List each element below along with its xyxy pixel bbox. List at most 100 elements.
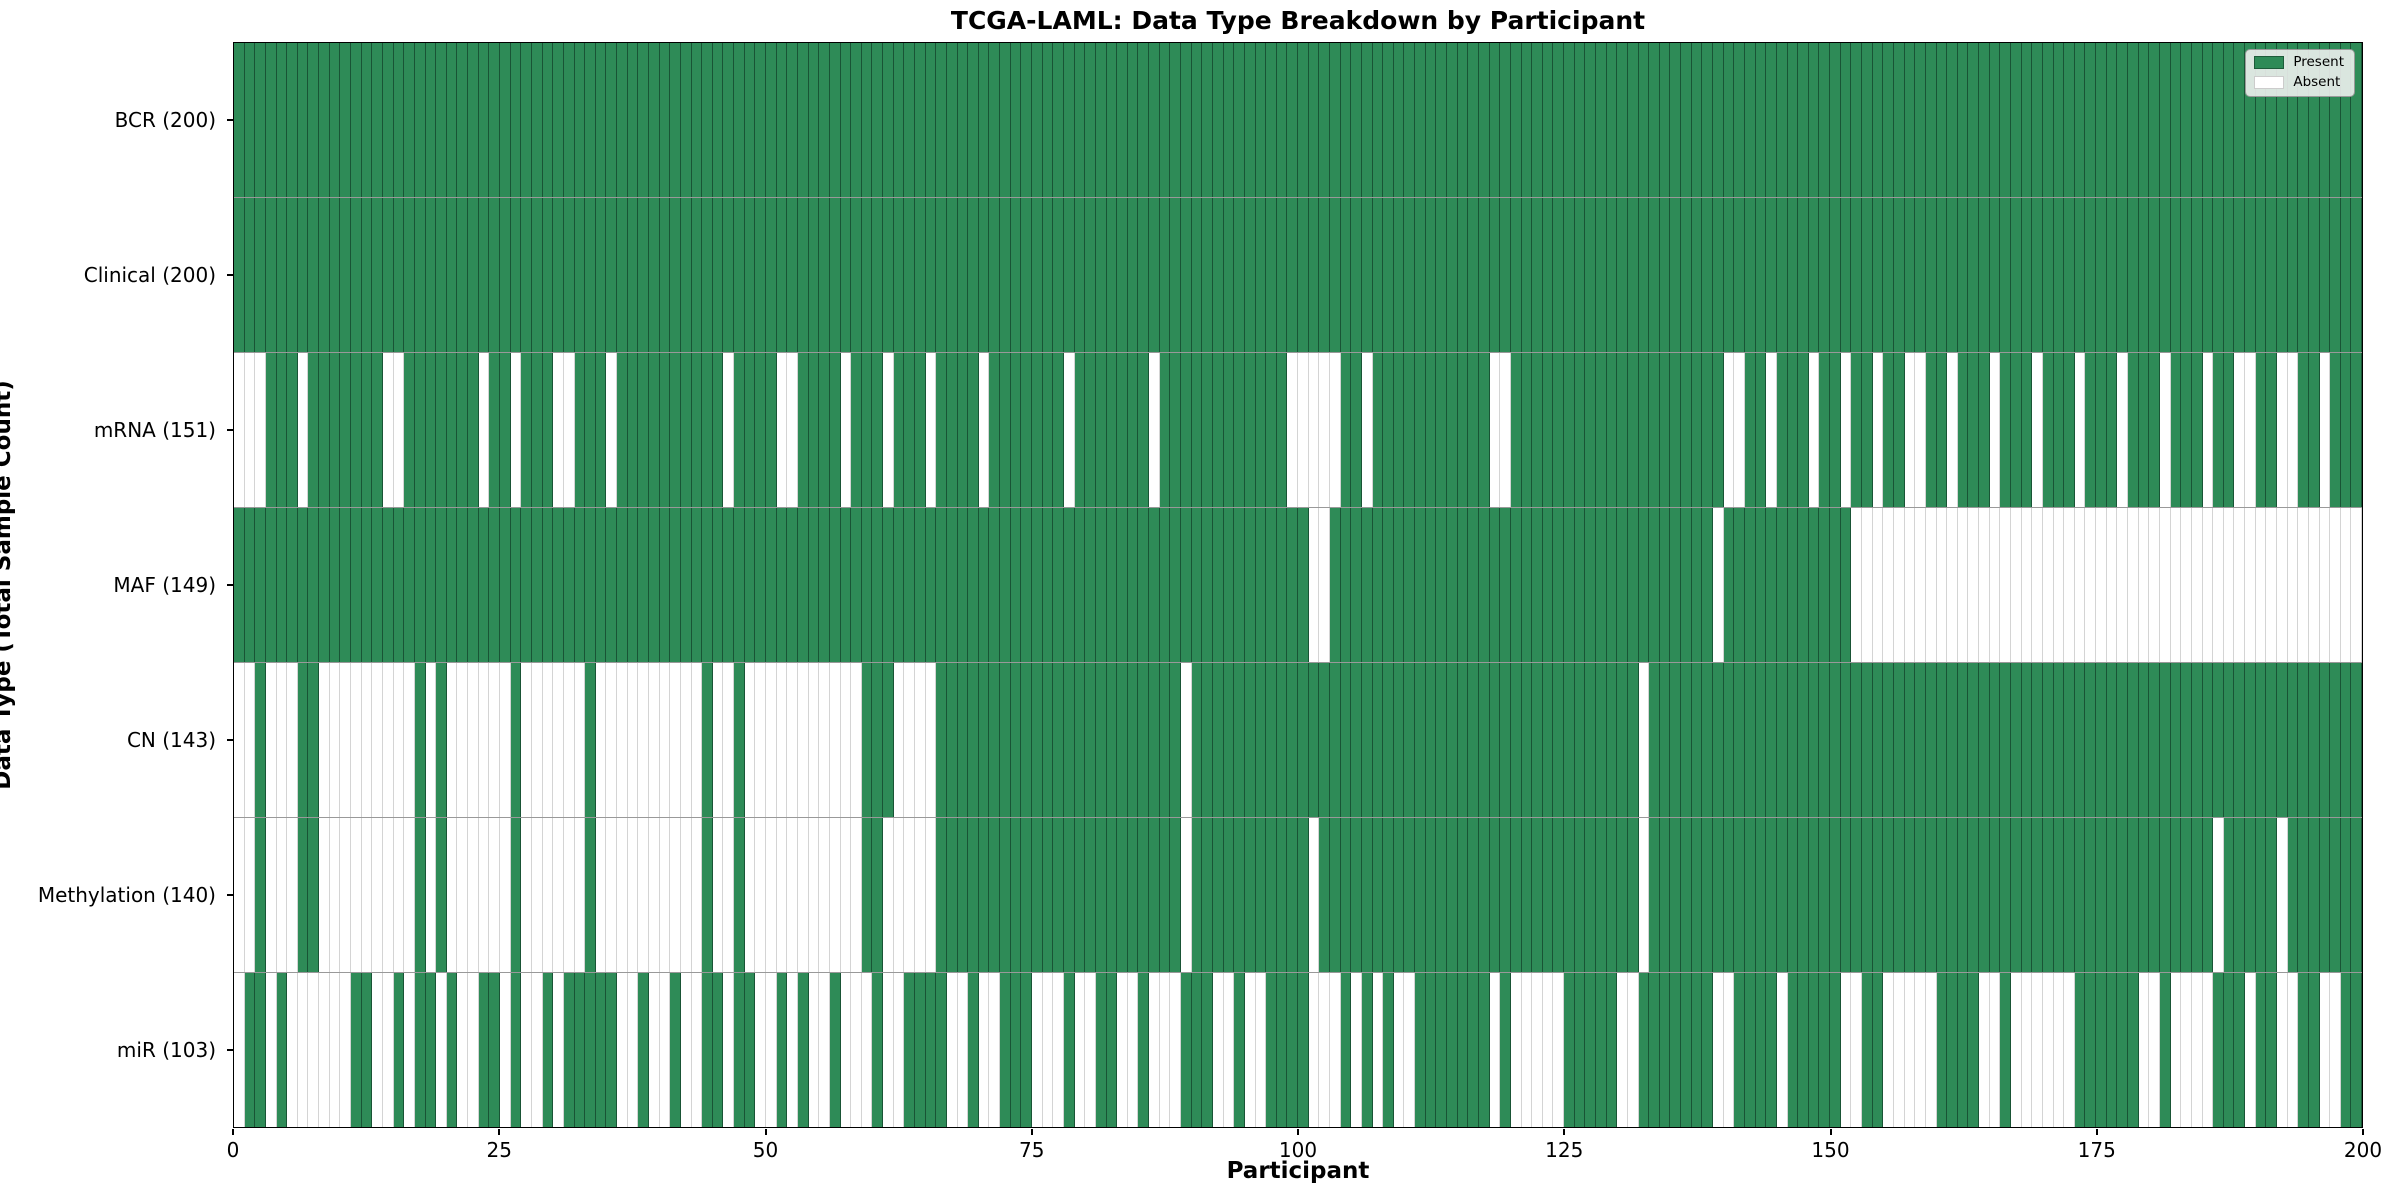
heatmap-cell — [2181, 818, 2192, 972]
heatmap-cell — [2234, 353, 2246, 507]
heatmap-cell — [1063, 663, 1075, 817]
heatmap-cell — [1808, 973, 1820, 1127]
heatmap-cell — [776, 818, 788, 972]
heatmap-cell — [2010, 353, 2022, 507]
heatmap-cell — [1393, 973, 1405, 1127]
heatmap-cell — [978, 43, 990, 197]
heatmap-cell — [1904, 973, 1916, 1127]
heatmap-cell — [1000, 43, 1011, 197]
heatmap-cell — [2000, 663, 2011, 817]
heatmap-cell — [766, 508, 777, 662]
heatmap-cell — [627, 818, 639, 972]
heatmap-cell — [2191, 663, 2203, 817]
heatmap-cell — [1393, 43, 1405, 197]
heatmap-cell — [265, 43, 277, 197]
heatmap-cell — [1744, 43, 1756, 197]
heatmap-cell — [617, 198, 628, 352]
heatmap-cell — [329, 43, 341, 197]
heatmap-cell — [340, 818, 352, 972]
heatmap-cell — [1830, 663, 1841, 817]
heatmap-cell — [1670, 43, 1682, 197]
x-axis-label: Participant — [1226, 1158, 1370, 1184]
heatmap-cell — [2213, 663, 2224, 817]
heatmap-cell — [478, 508, 490, 662]
heatmap-cell — [1000, 973, 1011, 1127]
heatmap-cell — [2000, 43, 2011, 197]
heatmap-cell — [1372, 663, 1384, 817]
heatmap-cell — [989, 43, 1001, 197]
heatmap-cell — [382, 818, 394, 972]
heatmap-cell — [319, 508, 330, 662]
heatmap-cell — [1149, 508, 1160, 662]
heatmap-cell — [915, 508, 926, 662]
heatmap-cell — [1063, 818, 1075, 972]
heatmap-cell — [691, 353, 703, 507]
heatmap-cell — [489, 663, 501, 817]
heatmap-cell — [1681, 43, 1692, 197]
heatmap-cell — [2213, 353, 2224, 507]
heatmap-cell — [1298, 508, 1309, 662]
heatmap-cell — [1723, 198, 1735, 352]
heatmap-cell — [808, 43, 820, 197]
heatmap-cell — [1383, 198, 1394, 352]
heatmap-cell — [361, 508, 373, 662]
heatmap-cell — [744, 43, 756, 197]
heatmap-cell — [1170, 973, 1182, 1127]
heatmap-cell — [904, 663, 915, 817]
heatmap-cell — [1329, 818, 1341, 972]
heatmap-cell — [2266, 973, 2277, 1127]
heatmap-cell — [1787, 198, 1799, 352]
legend-label-absent: Absent — [2293, 74, 2341, 90]
heatmap-row-Methylation — [234, 817, 2363, 972]
heatmap-cell — [340, 353, 352, 507]
heatmap-cell — [1872, 353, 1884, 507]
heatmap-cell — [1425, 818, 1437, 972]
heatmap-cell — [1564, 198, 1575, 352]
heatmap-cell — [1617, 663, 1628, 817]
heatmap-cell — [2319, 198, 2331, 352]
heatmap-cell — [2287, 973, 2299, 1127]
heatmap-cell — [1596, 818, 1607, 972]
heatmap-cell — [1042, 508, 1054, 662]
heatmap-cell — [1649, 198, 1660, 352]
heatmap-cell — [1032, 43, 1043, 197]
heatmap-cell — [595, 508, 607, 662]
heatmap-cell — [1883, 818, 1894, 972]
heatmap-cell — [1436, 198, 1448, 352]
heatmap-cell — [1489, 663, 1501, 817]
heatmap-cell — [255, 353, 266, 507]
heatmap-cell — [2149, 43, 2160, 197]
heatmap-cell — [1734, 818, 1745, 972]
heatmap-cell — [340, 43, 352, 197]
heatmap-cell — [2106, 973, 2118, 1127]
heatmap-cell — [1596, 198, 1607, 352]
heatmap-cell — [1840, 43, 1852, 197]
heatmap-cell — [2053, 818, 2065, 972]
heatmap-cell — [1032, 353, 1043, 507]
heatmap-cell — [1755, 818, 1767, 972]
heatmap-cell — [1893, 43, 1905, 197]
heatmap-cell — [1276, 663, 1288, 817]
heatmap-cell — [2021, 973, 2033, 1127]
heatmap-cell — [2234, 663, 2246, 817]
heatmap-cell — [1000, 198, 1011, 352]
heatmap-cell — [2319, 353, 2331, 507]
heatmap-cell — [1393, 198, 1405, 352]
heatmap-cell — [2191, 43, 2203, 197]
present-swatch-icon — [2254, 56, 2285, 69]
heatmap-cell — [1223, 973, 1235, 1127]
heatmap-cell — [1744, 353, 1756, 507]
heatmap-cell — [989, 973, 1001, 1127]
heatmap-cell — [2032, 508, 2043, 662]
heatmap-cell — [1766, 508, 1777, 662]
heatmap-cell — [361, 818, 373, 972]
heatmap-cell — [2223, 198, 2235, 352]
heatmap-cell — [1383, 353, 1394, 507]
heatmap-cell — [1553, 973, 1565, 1127]
heatmap-cell — [446, 663, 458, 817]
heatmap-cell — [638, 818, 649, 972]
heatmap-cell — [234, 43, 245, 197]
heatmap-cell — [883, 818, 894, 972]
heatmap-cell — [1808, 198, 1820, 352]
heatmap-cell — [968, 43, 979, 197]
